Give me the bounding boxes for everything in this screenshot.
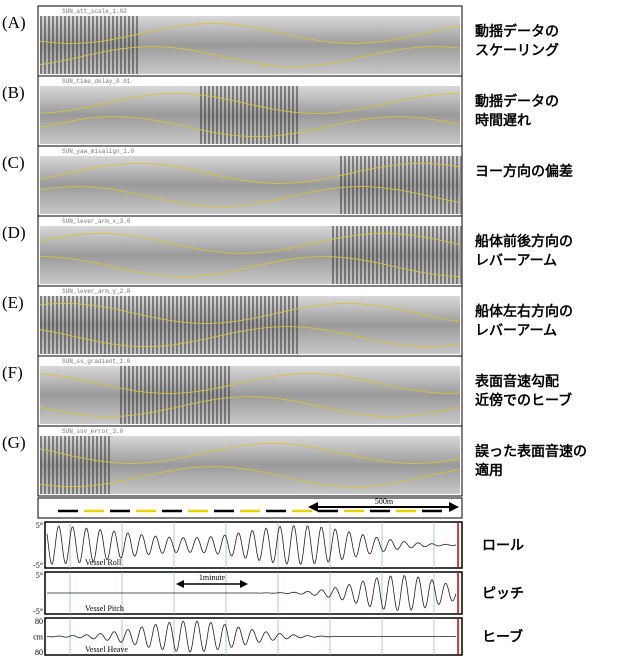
artifact: [200, 86, 300, 144]
caption-line: 動揺データの: [475, 23, 559, 40]
time-label: 1minute: [199, 573, 226, 582]
axis-label: -5°: [33, 607, 43, 616]
file-label: SUN_yaw_misalign_1.0: [62, 148, 134, 155]
panel-caption: 動揺データの時間遅れ: [475, 93, 559, 129]
panel-letter: (B): [2, 83, 25, 102]
scale-label: 500m: [375, 497, 394, 506]
motion-caption: ピッチ: [482, 586, 524, 602]
axis-label: 80: [35, 617, 43, 626]
panel-letter: (A): [2, 13, 26, 32]
caption-line: 適用: [475, 462, 503, 479]
caption-line: レバーアーム: [475, 253, 557, 269]
panel-letter: (D): [2, 223, 26, 242]
motion-caption: ヒーブ: [482, 629, 523, 646]
panel-caption: ヨー方向の偏差: [475, 163, 573, 180]
axis-label: 80: [35, 648, 43, 657]
caption-line: レバーアーム: [475, 323, 557, 339]
axis-label: cm: [33, 633, 44, 642]
file-label: SUN_lever_arm_y_2.0: [62, 288, 131, 295]
panel-letter: (G): [2, 433, 26, 452]
artifact: [40, 16, 140, 74]
artifact: [120, 366, 230, 424]
caption-line: スケーリング: [475, 42, 559, 59]
plot-name: Vessel Pitch: [85, 604, 124, 613]
panel-caption: 船体左右方向のレバーアーム: [475, 303, 573, 339]
axis-label: 5°: [36, 521, 43, 530]
panel-letter: (E): [2, 293, 24, 312]
panel-letter: (F): [2, 363, 23, 382]
caption-line: 動揺データの: [475, 93, 559, 110]
caption-line: 時間遅れ: [475, 112, 531, 129]
swath: [40, 366, 460, 424]
caption-line: ヨー方向の偏差: [475, 163, 573, 180]
caption-line: 船体前後方向の: [475, 233, 573, 250]
panel-caption: 動揺データのスケーリング: [475, 23, 559, 59]
figure: (A) SUN_att_scale_1.02 動揺データのスケーリング (B) SUN_…: [0, 0, 625, 657]
panel-caption: 船体前後方向のレバーアーム: [475, 233, 573, 269]
panel-caption: 表面音速勾配近傍でのヒーブ: [474, 373, 572, 409]
caption-line: 表面音速勾配: [474, 373, 559, 390]
file-label: SUN_ss_gradient_1.0: [62, 358, 131, 365]
file-label: SUN_ssv_error_3.0: [62, 428, 124, 435]
motion-caption: ロール: [482, 538, 524, 554]
caption-line: 船体左右方向の: [475, 303, 573, 320]
panel-caption: 誤った表面音速の適用: [475, 443, 587, 479]
axis-label: -5°: [33, 561, 43, 570]
plot-name: Vessel Roll: [85, 558, 122, 567]
plot-name: Vessel Heave: [85, 645, 128, 654]
axis-label: 5°: [36, 571, 43, 580]
file-label: SUN_att_scale_1.02: [62, 8, 127, 15]
panel-letter: (C): [2, 153, 25, 172]
file-label: SUN_time_delay_0.01: [62, 78, 131, 85]
caption-line: 誤った表面音速の: [475, 443, 587, 460]
file-label: SUN_lever_arm_x_3.0: [62, 218, 131, 225]
caption-line: 近傍でのヒーブ: [475, 392, 572, 409]
